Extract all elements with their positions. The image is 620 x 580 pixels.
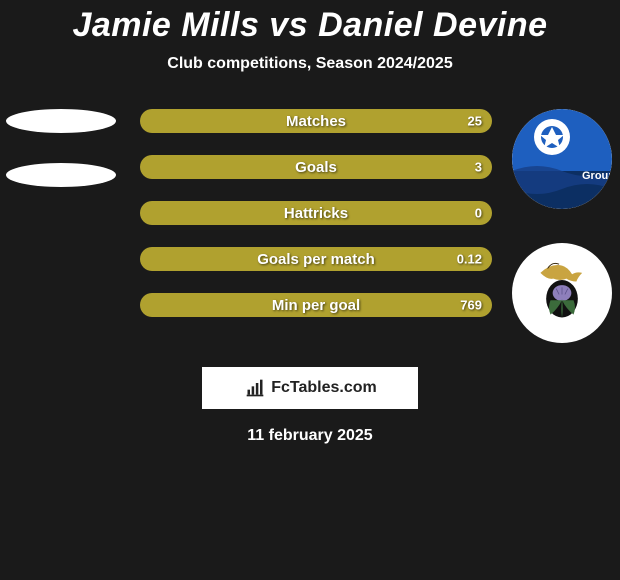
comparison-stage: Matches 25 Goals 3 Hattricks 0 Goals per… <box>0 103 620 363</box>
stat-bar-hattricks: Hattricks 0 <box>140 201 492 225</box>
club-badge-1-icon: Group <box>512 109 612 209</box>
source-logo: FcTables.com <box>202 367 418 409</box>
bar-label: Hattricks <box>284 205 348 222</box>
bar-value: 0 <box>475 206 482 221</box>
stat-bar-goals-per-match: Goals per match 0.12 <box>140 247 492 271</box>
player2-silhouette <box>6 163 116 187</box>
club-badge-2 <box>512 243 612 343</box>
bar-label: Matches <box>286 113 346 130</box>
bar-value: 769 <box>460 298 482 313</box>
stat-bar-matches: Matches 25 <box>140 109 492 133</box>
stat-bar-min-per-goal: Min per goal 769 <box>140 293 492 317</box>
bar-label: Min per goal <box>272 297 360 314</box>
source-logo-text: FcTables.com <box>271 379 377 397</box>
chart-icon <box>243 378 267 398</box>
date-label: 11 february 2025 <box>0 427 620 445</box>
bar-label: Goals per match <box>257 251 375 268</box>
bar-label: Goals <box>295 159 337 176</box>
stat-bar-goals: Goals 3 <box>140 155 492 179</box>
svg-text:Group: Group <box>582 170 612 182</box>
left-player-placeholder <box>6 109 116 217</box>
club-badge-1: Group <box>512 109 612 209</box>
bar-value: 3 <box>475 160 482 175</box>
bar-value: 0.12 <box>457 252 482 267</box>
bar-value: 25 <box>468 114 482 129</box>
player1-silhouette <box>6 109 116 133</box>
page-title: Jamie Mills vs Daniel Devine <box>0 6 620 45</box>
stat-bars: Matches 25 Goals 3 Hattricks 0 Goals per… <box>140 109 492 317</box>
subtitle: Club competitions, Season 2024/2025 <box>0 55 620 73</box>
club-badges: Group <box>512 109 612 343</box>
club-badge-2-icon <box>526 257 598 329</box>
